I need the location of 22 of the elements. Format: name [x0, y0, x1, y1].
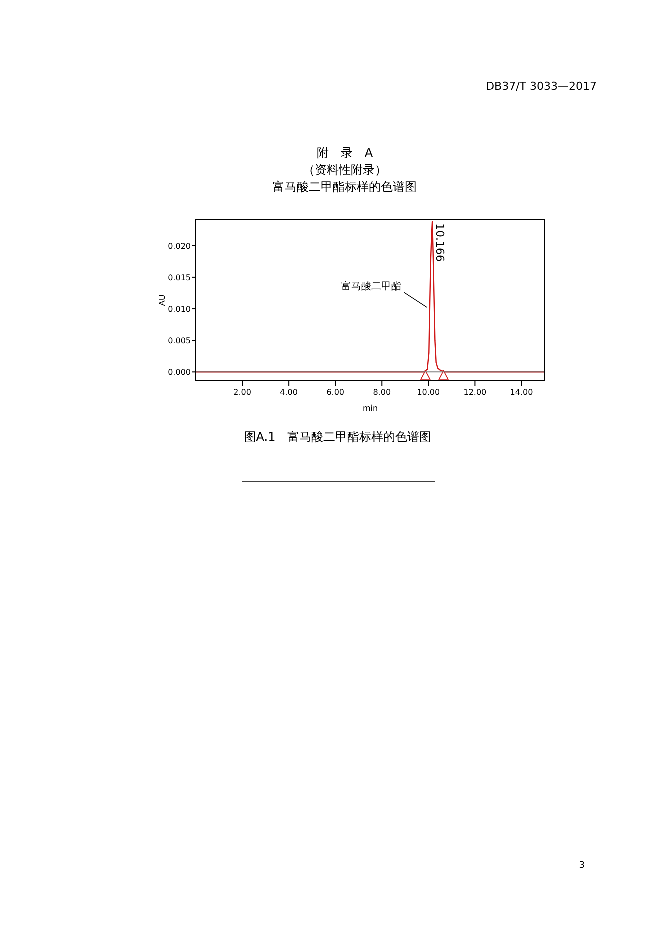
x-axis-title: min: [362, 404, 378, 413]
y-tick-label: 0.000: [168, 368, 191, 378]
annotation: 10.166: [434, 223, 447, 262]
text: 3: [579, 861, 585, 871]
chart-title: 附 录 A: [316, 146, 374, 160]
y-tick-label: 0.020: [168, 242, 191, 251]
x-tick-label: 12.00: [464, 388, 487, 397]
text: DB37/T 3033—2017: [486, 80, 597, 93]
text: 图A.1 富马酸二甲酯标样的色谱图: [244, 430, 432, 444]
y-axis-title: AU: [158, 294, 167, 306]
y-tick-label: 0.015: [168, 273, 191, 282]
x-tick-label: 8.00: [373, 388, 392, 397]
y-tick-label: 0.005: [168, 336, 191, 346]
x-tick-label: 4.00: [280, 388, 298, 397]
annotation: 富马酸二甲酯: [341, 280, 402, 293]
chart-subtitle: （资料性附录）: [303, 163, 387, 177]
x-tick-label: 6.00: [326, 388, 345, 397]
y-tick-label: 0.010: [168, 305, 191, 314]
x-tick-label: 2.00: [234, 388, 252, 397]
text: 富马酸二甲酯标样的色谱图: [273, 180, 417, 194]
x-tick-label: 14.00: [510, 388, 534, 397]
x-tick-label: 10.00: [417, 388, 440, 397]
